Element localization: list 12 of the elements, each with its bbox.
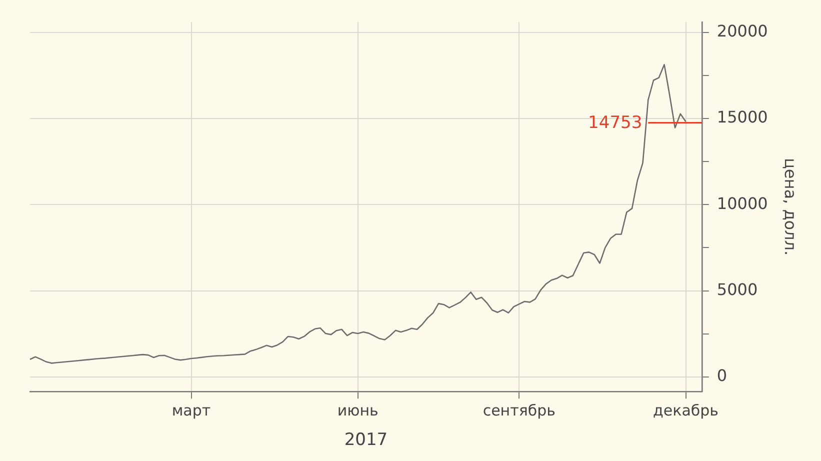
x-tick-label: март xyxy=(172,401,211,420)
y-tick-label: 20000 xyxy=(716,21,768,40)
y-axis-title: цена, долл. xyxy=(781,158,800,256)
x-tick-label: сентябрь xyxy=(482,401,556,420)
y-tick-label: 5000 xyxy=(716,280,758,299)
x-axis-title: 2017 xyxy=(344,430,388,450)
y-tick-label: 10000 xyxy=(716,194,768,213)
y-tick-label: 0 xyxy=(716,366,728,386)
x-tick-label: июнь xyxy=(337,401,378,420)
x-tick-label: декабрь xyxy=(653,401,719,420)
y-tick-label: 15000 xyxy=(716,108,768,127)
ref-line-label: 14753 xyxy=(588,113,642,134)
